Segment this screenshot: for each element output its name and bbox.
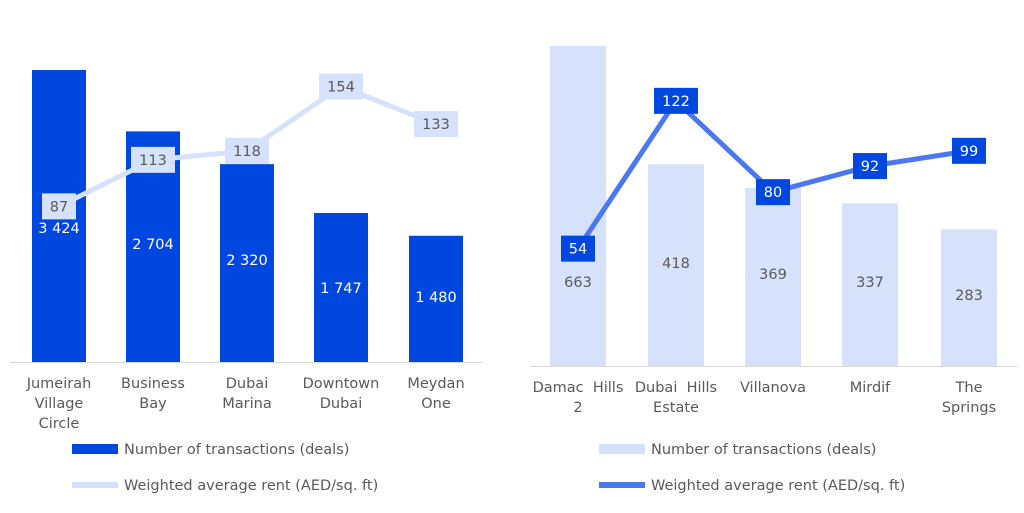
line-data-label: 99 [960, 144, 978, 160]
bar [550, 46, 606, 366]
line-data-label-box [952, 137, 986, 164]
category-label: Springs [942, 400, 996, 416]
line-data-label-box [131, 146, 175, 173]
bar-data-label: 418 [662, 256, 690, 272]
bar-data-label: 2 320 [226, 253, 268, 269]
legend-swatch-line [72, 482, 118, 488]
bar [220, 164, 274, 362]
line-data-label-box [414, 111, 458, 138]
category-label: Marina [222, 396, 271, 412]
category-label: Business [121, 376, 185, 392]
bar [745, 187, 801, 366]
line-data-label: 80 [764, 185, 782, 201]
bar [648, 164, 704, 366]
category-label: The [955, 380, 983, 396]
bar-data-label: 283 [955, 288, 983, 304]
category-label: Meydan [407, 376, 464, 392]
line-data-label-box [42, 193, 76, 220]
category-label: Damac Hills [533, 380, 624, 396]
category-label: Dubai Hills [635, 380, 717, 396]
bar-data-label: 337 [856, 275, 884, 291]
category-label: Downtown [303, 376, 380, 392]
bar-data-label: 369 [759, 267, 787, 283]
legend-label-line: Weighted average rent (AED/sq. ft) [124, 478, 378, 494]
line-data-label-box [225, 137, 269, 164]
category-label: Estate [653, 400, 699, 416]
line-data-label-box [654, 87, 698, 114]
legend-label-line: Weighted average rent (AED/sq. ft) [651, 478, 905, 494]
chart-1: 3 424 2 704 2 320 1 747 1 480 87 113 118 154 133 J… [10, 70, 483, 494]
line-data-label: 118 [233, 144, 261, 160]
line-data-label: 87 [50, 199, 68, 215]
bar-data-label: 2 704 [132, 237, 174, 253]
legend-label-bars: Number of transactions (deals) [651, 442, 876, 458]
category-label: Bay [139, 396, 167, 412]
line-data-label: 54 [569, 242, 587, 258]
chart-2: 663 418 369 337 283 54 122 80 92 99 Damac Hills 2 Du… [530, 46, 1017, 494]
line-data-label: 122 [662, 94, 690, 110]
legend-swatch-line [599, 482, 645, 488]
legend-swatch-bars [72, 444, 118, 454]
category-label: Dubai [226, 376, 268, 392]
bar [842, 203, 898, 366]
category-label: 2 [573, 400, 582, 416]
line-data-label: 92 [861, 159, 879, 175]
category-label: Village [35, 396, 84, 412]
category-label: Villanova [740, 380, 806, 396]
legend-swatch-bars [599, 444, 645, 454]
bar-data-label: 663 [564, 275, 592, 291]
line-data-label-box [756, 179, 790, 206]
bar [941, 229, 997, 366]
category-label: Jumeirah [26, 376, 92, 392]
line-data-label-box [319, 73, 363, 100]
legend-label-bars: Number of transactions (deals) [124, 442, 349, 458]
line-data-label: 154 [327, 80, 355, 96]
category-label: Dubai [320, 396, 362, 412]
bar [409, 235, 463, 362]
category-label: Circle [39, 416, 80, 432]
line-data-label: 113 [139, 153, 167, 169]
category-label: One [421, 396, 451, 412]
line-data-label-box [561, 235, 595, 262]
line-data-label-box [853, 153, 887, 180]
bar-data-label: 3 424 [38, 221, 80, 237]
bar-data-label: 1 747 [320, 281, 362, 297]
category-label: Mirdif [850, 380, 891, 396]
bar [314, 213, 368, 362]
bar-data-label: 1 480 [415, 290, 457, 306]
line-data-label: 133 [422, 117, 450, 133]
